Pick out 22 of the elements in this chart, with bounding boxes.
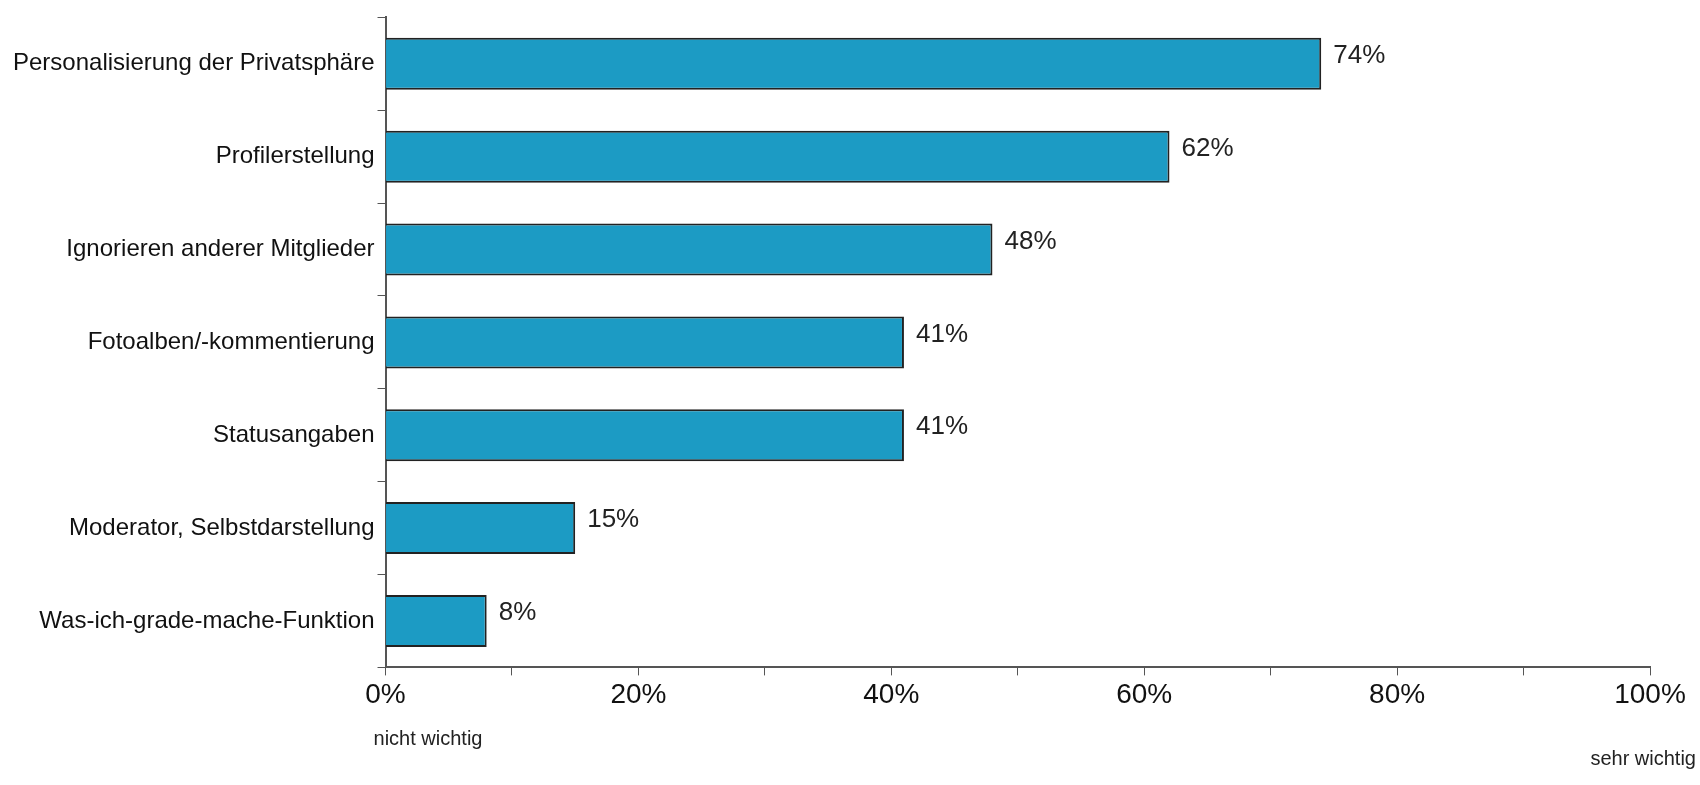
y-tick-label: Was-ich-grade-mache-Funktion — [39, 605, 375, 633]
x-tick-label: 40% — [863, 677, 920, 709]
x-tick-label: 20% — [610, 677, 667, 709]
text: sehr wichtig — [1590, 747, 1696, 769]
y-tick-label: Ignorieren anderer Mitglieder — [66, 234, 375, 262]
x-tick-label: 100% — [1614, 677, 1686, 709]
data-label: 8% — [498, 596, 537, 627]
data-label: 41% — [915, 410, 969, 441]
y-tick-label: Statusangaben — [213, 419, 375, 447]
text: nicht wichtig — [373, 727, 483, 749]
data-label: 74% — [1333, 39, 1386, 69]
y-tick-label: Fotoalben/-kommentierung — [87, 327, 375, 355]
x-tick-label: 60% — [1116, 677, 1173, 709]
y-tick-label: Moderator, Selbstdarstellung — [69, 512, 375, 540]
x-tick-label: 0% — [365, 677, 406, 709]
x-tick-label: 80% — [1369, 677, 1426, 709]
y-tick-label: Personalisierung der Privatsphäre — [12, 48, 375, 76]
data-label: 62% — [1181, 131, 1234, 162]
data-label: 48% — [1004, 224, 1057, 255]
data-label: 41% — [915, 317, 969, 348]
y-tick-label: Profilerstellung — [215, 141, 375, 169]
data-label: 15% — [587, 503, 640, 534]
